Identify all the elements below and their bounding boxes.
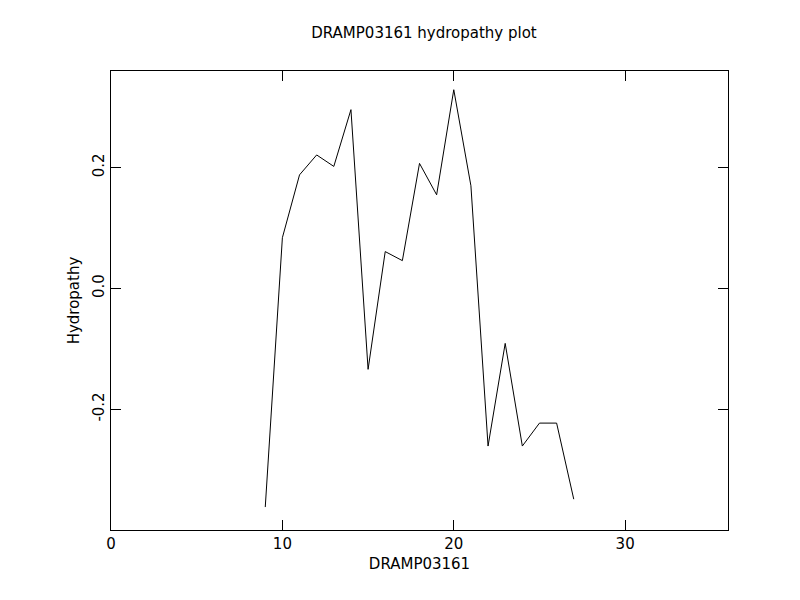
svg-text:-0.2: -0.2 (90, 392, 108, 421)
svg-text:20: 20 (444, 535, 463, 553)
svg-text:0.0: 0.0 (90, 274, 108, 298)
svg-text:Hydropathy: Hydropathy (65, 257, 83, 345)
svg-text:DRAMP03161: DRAMP03161 (369, 555, 470, 573)
svg-text:30: 30 (616, 535, 635, 553)
svg-text:10: 10 (273, 535, 292, 553)
svg-text:0.2: 0.2 (90, 153, 108, 177)
svg-text:0: 0 (106, 535, 116, 553)
svg-text:DRAMP03161 hydropathy plot: DRAMP03161 hydropathy plot (311, 24, 537, 42)
